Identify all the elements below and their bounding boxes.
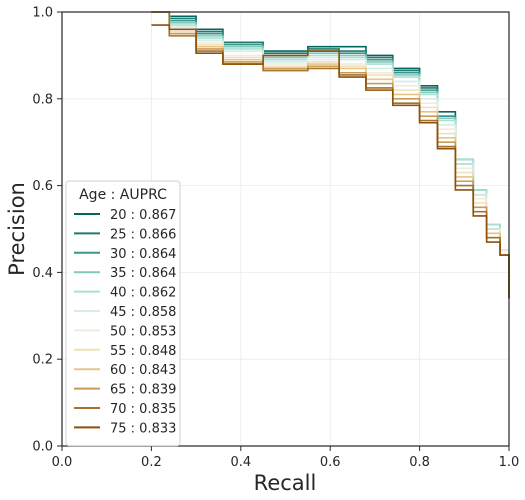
- x-tick-label: 0.6: [320, 455, 341, 470]
- series-line-10: [151, 11, 510, 299]
- x-tick-label: 1.0: [499, 455, 520, 470]
- legend-entry-label: 45 : 0.858: [110, 305, 176, 320]
- series-line-9: [151, 11, 510, 299]
- series-line-5: [151, 11, 510, 299]
- legend-entry-label: 75 : 0.833: [110, 421, 176, 436]
- legend-title: Age : AUPRC: [79, 187, 167, 203]
- y-axis-label: Precision: [5, 182, 29, 276]
- x-tick-label: 0.2: [141, 455, 162, 470]
- series-line-11: [151, 24, 510, 299]
- x-tick-label: 0.0: [52, 455, 73, 470]
- x-tick-label: 0.4: [230, 455, 251, 470]
- legend-entry-label: 50 : 0.853: [110, 324, 176, 339]
- y-tick-label: 0.8: [32, 92, 53, 107]
- series-line-7: [151, 11, 510, 299]
- y-tick-label: 0.0: [32, 440, 53, 455]
- ticks: 0.0 0.2 0.4 0.6 0.8 1.0 0.0 0.2 0.4 0.6 0.8 1.0: [32, 6, 519, 471]
- legend-entry-label: 60 : 0.843: [110, 363, 176, 378]
- y-tick-label: 0.6: [32, 179, 53, 194]
- legend: Age : AUPRC 20 : 0.867 25 : 0.866 30 : 0.86…: [65, 180, 181, 447]
- legend-box: [65, 180, 181, 447]
- legend-entry-label: 55 : 0.848: [110, 344, 176, 359]
- x-axis-label: Recall: [254, 471, 317, 495]
- series-line-4: [151, 11, 510, 299]
- x-tick-label: 0.8: [409, 455, 430, 470]
- y-tick-label: 0.4: [32, 266, 53, 281]
- plot-frame: [61, 11, 510, 447]
- legend-entry-label: 70 : 0.835: [110, 402, 176, 417]
- legend-entry-label: 25 : 0.866: [110, 227, 176, 242]
- legend-entry-label: 65 : 0.839: [110, 383, 176, 398]
- y-tick-label: 1.0: [32, 6, 53, 21]
- legend-entry-label: 40 : 0.862: [110, 286, 176, 301]
- legend-entry-label: 30 : 0.864: [110, 247, 176, 262]
- series-line-6: [151, 11, 510, 299]
- legend-entry-label: 35 : 0.864: [110, 266, 176, 281]
- series-group: [151, 11, 510, 299]
- y-tick-label: 0.2: [32, 353, 53, 368]
- legend-entry-label: 20 : 0.867: [110, 208, 176, 223]
